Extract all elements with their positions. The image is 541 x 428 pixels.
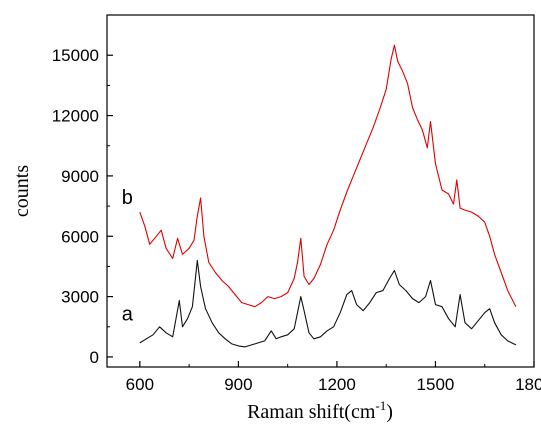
x-tick-label: 1200 — [318, 375, 356, 394]
series-lines — [139, 44, 517, 348]
y-tick-label: 15000 — [52, 46, 99, 65]
y-tick-label: 12000 — [52, 107, 99, 126]
series-b-line — [139, 44, 517, 308]
x-tick-label: 600 — [126, 375, 154, 394]
curve-label-a: a — [122, 304, 134, 326]
x-axis-title: Raman shift(cm-1) — [247, 398, 393, 423]
series-a-line — [139, 259, 517, 348]
y-axis-title: counts — [11, 165, 33, 217]
y-tick-label: 0 — [90, 348, 99, 367]
tick-marks — [107, 54, 535, 367]
x-tick-label: 900 — [224, 375, 252, 394]
y-tick-label: 3000 — [61, 288, 99, 307]
y-tick-label: 9000 — [61, 167, 99, 186]
plot-frame — [106, 14, 535, 368]
x-tick-label: 1500 — [417, 375, 455, 394]
curve-labels: ab — [122, 187, 134, 326]
y-tick-label: 6000 — [61, 227, 99, 246]
curve-label-b: b — [122, 187, 133, 209]
